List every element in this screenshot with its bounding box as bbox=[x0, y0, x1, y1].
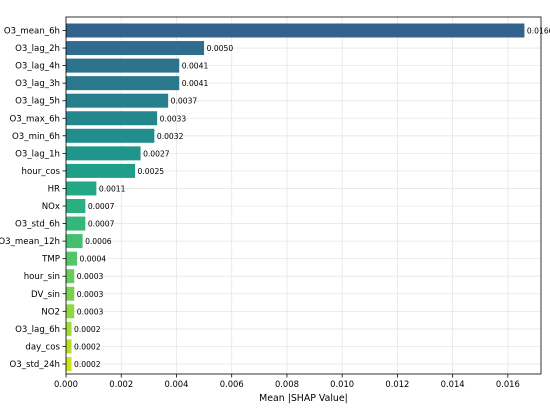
x-tick-label: 0.014 bbox=[441, 379, 465, 389]
category-label: O3_mean_6h bbox=[4, 27, 60, 37]
value-label: 0.0007 bbox=[88, 220, 115, 229]
bar bbox=[66, 251, 78, 266]
value-label: 0.0041 bbox=[182, 62, 209, 71]
bars bbox=[66, 23, 525, 371]
bar bbox=[66, 111, 158, 126]
value-label: 0.0027 bbox=[143, 149, 170, 158]
x-tick-label: 0.006 bbox=[220, 379, 244, 389]
value-label: 0.0011 bbox=[99, 184, 126, 193]
bar bbox=[66, 181, 97, 196]
value-label: 0.0002 bbox=[74, 325, 101, 334]
value-label: 0.0003 bbox=[77, 290, 104, 299]
value-label: 0.0004 bbox=[80, 255, 107, 264]
category-label: HR bbox=[48, 184, 60, 194]
bar bbox=[66, 41, 205, 56]
bar bbox=[66, 304, 75, 319]
bar bbox=[66, 321, 72, 336]
x-tick-label: 0.002 bbox=[109, 379, 133, 389]
category-label: O3_std_6h bbox=[15, 220, 60, 230]
category-label: hour_cos bbox=[22, 167, 61, 177]
x-tick-label: 0.010 bbox=[330, 379, 354, 389]
category-label: O3_max_6h bbox=[10, 114, 60, 124]
x-tick-label: 0.004 bbox=[164, 379, 188, 389]
value-label: 0.0032 bbox=[157, 132, 184, 141]
category-label: O3_lag_6h bbox=[15, 325, 60, 335]
value-label: 0.0025 bbox=[138, 167, 165, 176]
plot-frame bbox=[65, 16, 542, 375]
value-label: 0.0041 bbox=[182, 79, 209, 88]
category-labels: O3_mean_6h O3_lag_2h O3_lag_4h O3_lag_3h O3_… bbox=[0, 27, 66, 370]
value-label: 0.0002 bbox=[74, 360, 101, 369]
bar bbox=[66, 58, 180, 73]
category-label: TMP bbox=[41, 255, 60, 265]
category-label: O3_mean_12h bbox=[0, 237, 60, 247]
bar bbox=[66, 286, 75, 301]
bar bbox=[66, 93, 169, 108]
value-labels: 0.0166 0.0050 0.0041 0.0041 0.0037 0.0033 0.00… bbox=[74, 27, 550, 369]
value-label: 0.0007 bbox=[88, 202, 115, 211]
category-label: O3_lag_1h bbox=[15, 149, 60, 159]
bar bbox=[66, 128, 155, 143]
category-label: NO2 bbox=[41, 307, 60, 317]
category-label: O3_lag_3h bbox=[15, 79, 60, 89]
x-tick-label: 0.016 bbox=[496, 379, 520, 389]
bar bbox=[66, 146, 141, 161]
category-label: NOx bbox=[42, 202, 60, 212]
x-axis-title: Mean |SHAP Value| bbox=[259, 393, 348, 404]
category-label: DV_sin bbox=[31, 290, 60, 300]
category-label: O3_std_24h bbox=[9, 360, 60, 370]
bar bbox=[66, 76, 180, 91]
value-label: 0.0006 bbox=[85, 237, 112, 246]
bar bbox=[66, 234, 83, 249]
bar bbox=[66, 269, 75, 284]
bar bbox=[66, 163, 136, 178]
x-tick-label: 0.000 bbox=[54, 379, 78, 389]
category-label: O3_lag_5h bbox=[15, 97, 60, 107]
value-label: 0.0050 bbox=[207, 44, 234, 53]
category-label: O3_lag_4h bbox=[15, 62, 60, 72]
category-label: O3_min_6h bbox=[12, 132, 60, 142]
bar bbox=[66, 339, 72, 354]
value-label: 0.0033 bbox=[160, 114, 187, 123]
value-label: 0.0166 bbox=[527, 27, 550, 36]
x-ticks: 0.000 0.002 0.004 0.006 0.008 0.010 0.012 0.014… bbox=[54, 374, 520, 389]
bar bbox=[66, 216, 86, 231]
category-label: day_cos bbox=[25, 342, 60, 352]
bar bbox=[66, 356, 72, 371]
value-label: 0.0002 bbox=[74, 342, 101, 351]
category-label: hour_sin bbox=[24, 272, 60, 282]
category-label: O3_lag_2h bbox=[15, 44, 60, 54]
x-tick-label: 0.008 bbox=[275, 379, 299, 389]
value-label: 0.0003 bbox=[77, 272, 104, 281]
bar bbox=[66, 23, 525, 38]
value-label: 0.0003 bbox=[77, 307, 104, 316]
x-tick-label: 0.012 bbox=[385, 379, 409, 389]
value-label: 0.0037 bbox=[171, 97, 198, 106]
bar bbox=[66, 199, 86, 213]
